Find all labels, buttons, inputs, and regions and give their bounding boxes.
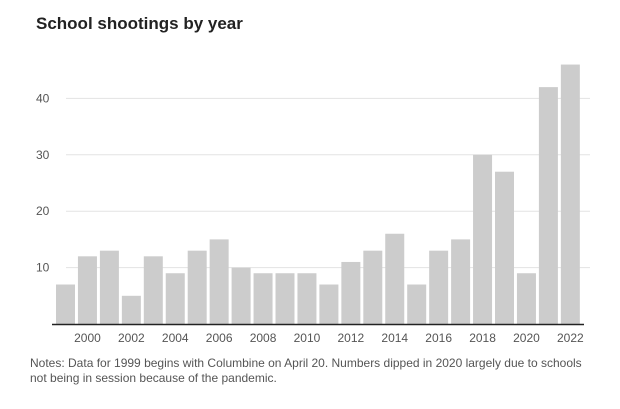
bar-2001	[99, 250, 119, 324]
bar-2008	[253, 273, 273, 324]
bar-2022	[560, 64, 580, 324]
x-tick-label: 2022	[557, 331, 584, 345]
x-tick-label: 2018	[469, 331, 496, 345]
bar-2017	[451, 239, 471, 324]
bar-2006	[209, 239, 229, 324]
bar-2007	[231, 267, 251, 324]
y-tick-label: 20	[36, 204, 50, 218]
y-tick-label: 30	[36, 148, 50, 162]
bar-2016	[429, 250, 449, 324]
bar-2004	[165, 273, 185, 324]
chart-title: School shootings by year	[36, 14, 243, 33]
bar-2013	[363, 250, 383, 324]
bar-2014	[385, 233, 405, 324]
x-tick-label: 2008	[250, 331, 277, 345]
x-tick-label: 2016	[425, 331, 452, 345]
bar-2002	[121, 295, 141, 324]
x-tick-label: 2006	[206, 331, 233, 345]
bar-2009	[275, 273, 295, 324]
chart-notes: Notes: Data for 1999 begins with Columbi…	[30, 356, 582, 385]
x-tick-label: 2004	[162, 331, 189, 345]
bar-2005	[187, 250, 207, 324]
bar-chart: 10 20 30 40 2000 2002 2004 2006 2008 2010 2012 2014…	[36, 64, 590, 345]
bar-2019	[495, 171, 514, 324]
x-tick-label: 2010	[294, 331, 321, 345]
x-tick-label: 2014	[381, 331, 408, 345]
y-tick-label: 10	[36, 261, 50, 275]
x-tick-label: 2000	[74, 331, 101, 345]
y-tick-label: 40	[36, 91, 50, 105]
x-tick-label: 2012	[337, 331, 364, 345]
x-tick-label: 2020	[513, 331, 540, 345]
bar-2020	[516, 273, 536, 324]
bar-2012	[341, 261, 361, 324]
x-tick-label: 2002	[118, 331, 145, 345]
bar-1999	[56, 284, 75, 324]
bar-2003	[143, 256, 163, 324]
bar-2015	[407, 284, 427, 324]
bar-2000	[77, 256, 97, 324]
bar-2018	[473, 154, 493, 324]
bar-2010	[297, 273, 317, 324]
bar-2011	[319, 284, 339, 324]
bar-2021	[538, 87, 558, 325]
